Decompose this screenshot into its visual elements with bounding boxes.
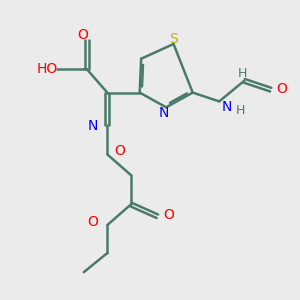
Text: HO: HO xyxy=(36,62,58,76)
Text: S: S xyxy=(169,32,178,46)
Text: O: O xyxy=(78,28,88,42)
Text: O: O xyxy=(88,215,98,229)
Text: O: O xyxy=(115,144,125,158)
Text: N: N xyxy=(159,106,169,120)
Text: N: N xyxy=(221,100,232,114)
Text: N: N xyxy=(88,119,98,134)
Text: O: O xyxy=(277,82,287,96)
Text: O: O xyxy=(163,208,174,222)
Text: H: H xyxy=(236,104,245,117)
Text: H: H xyxy=(238,67,248,80)
